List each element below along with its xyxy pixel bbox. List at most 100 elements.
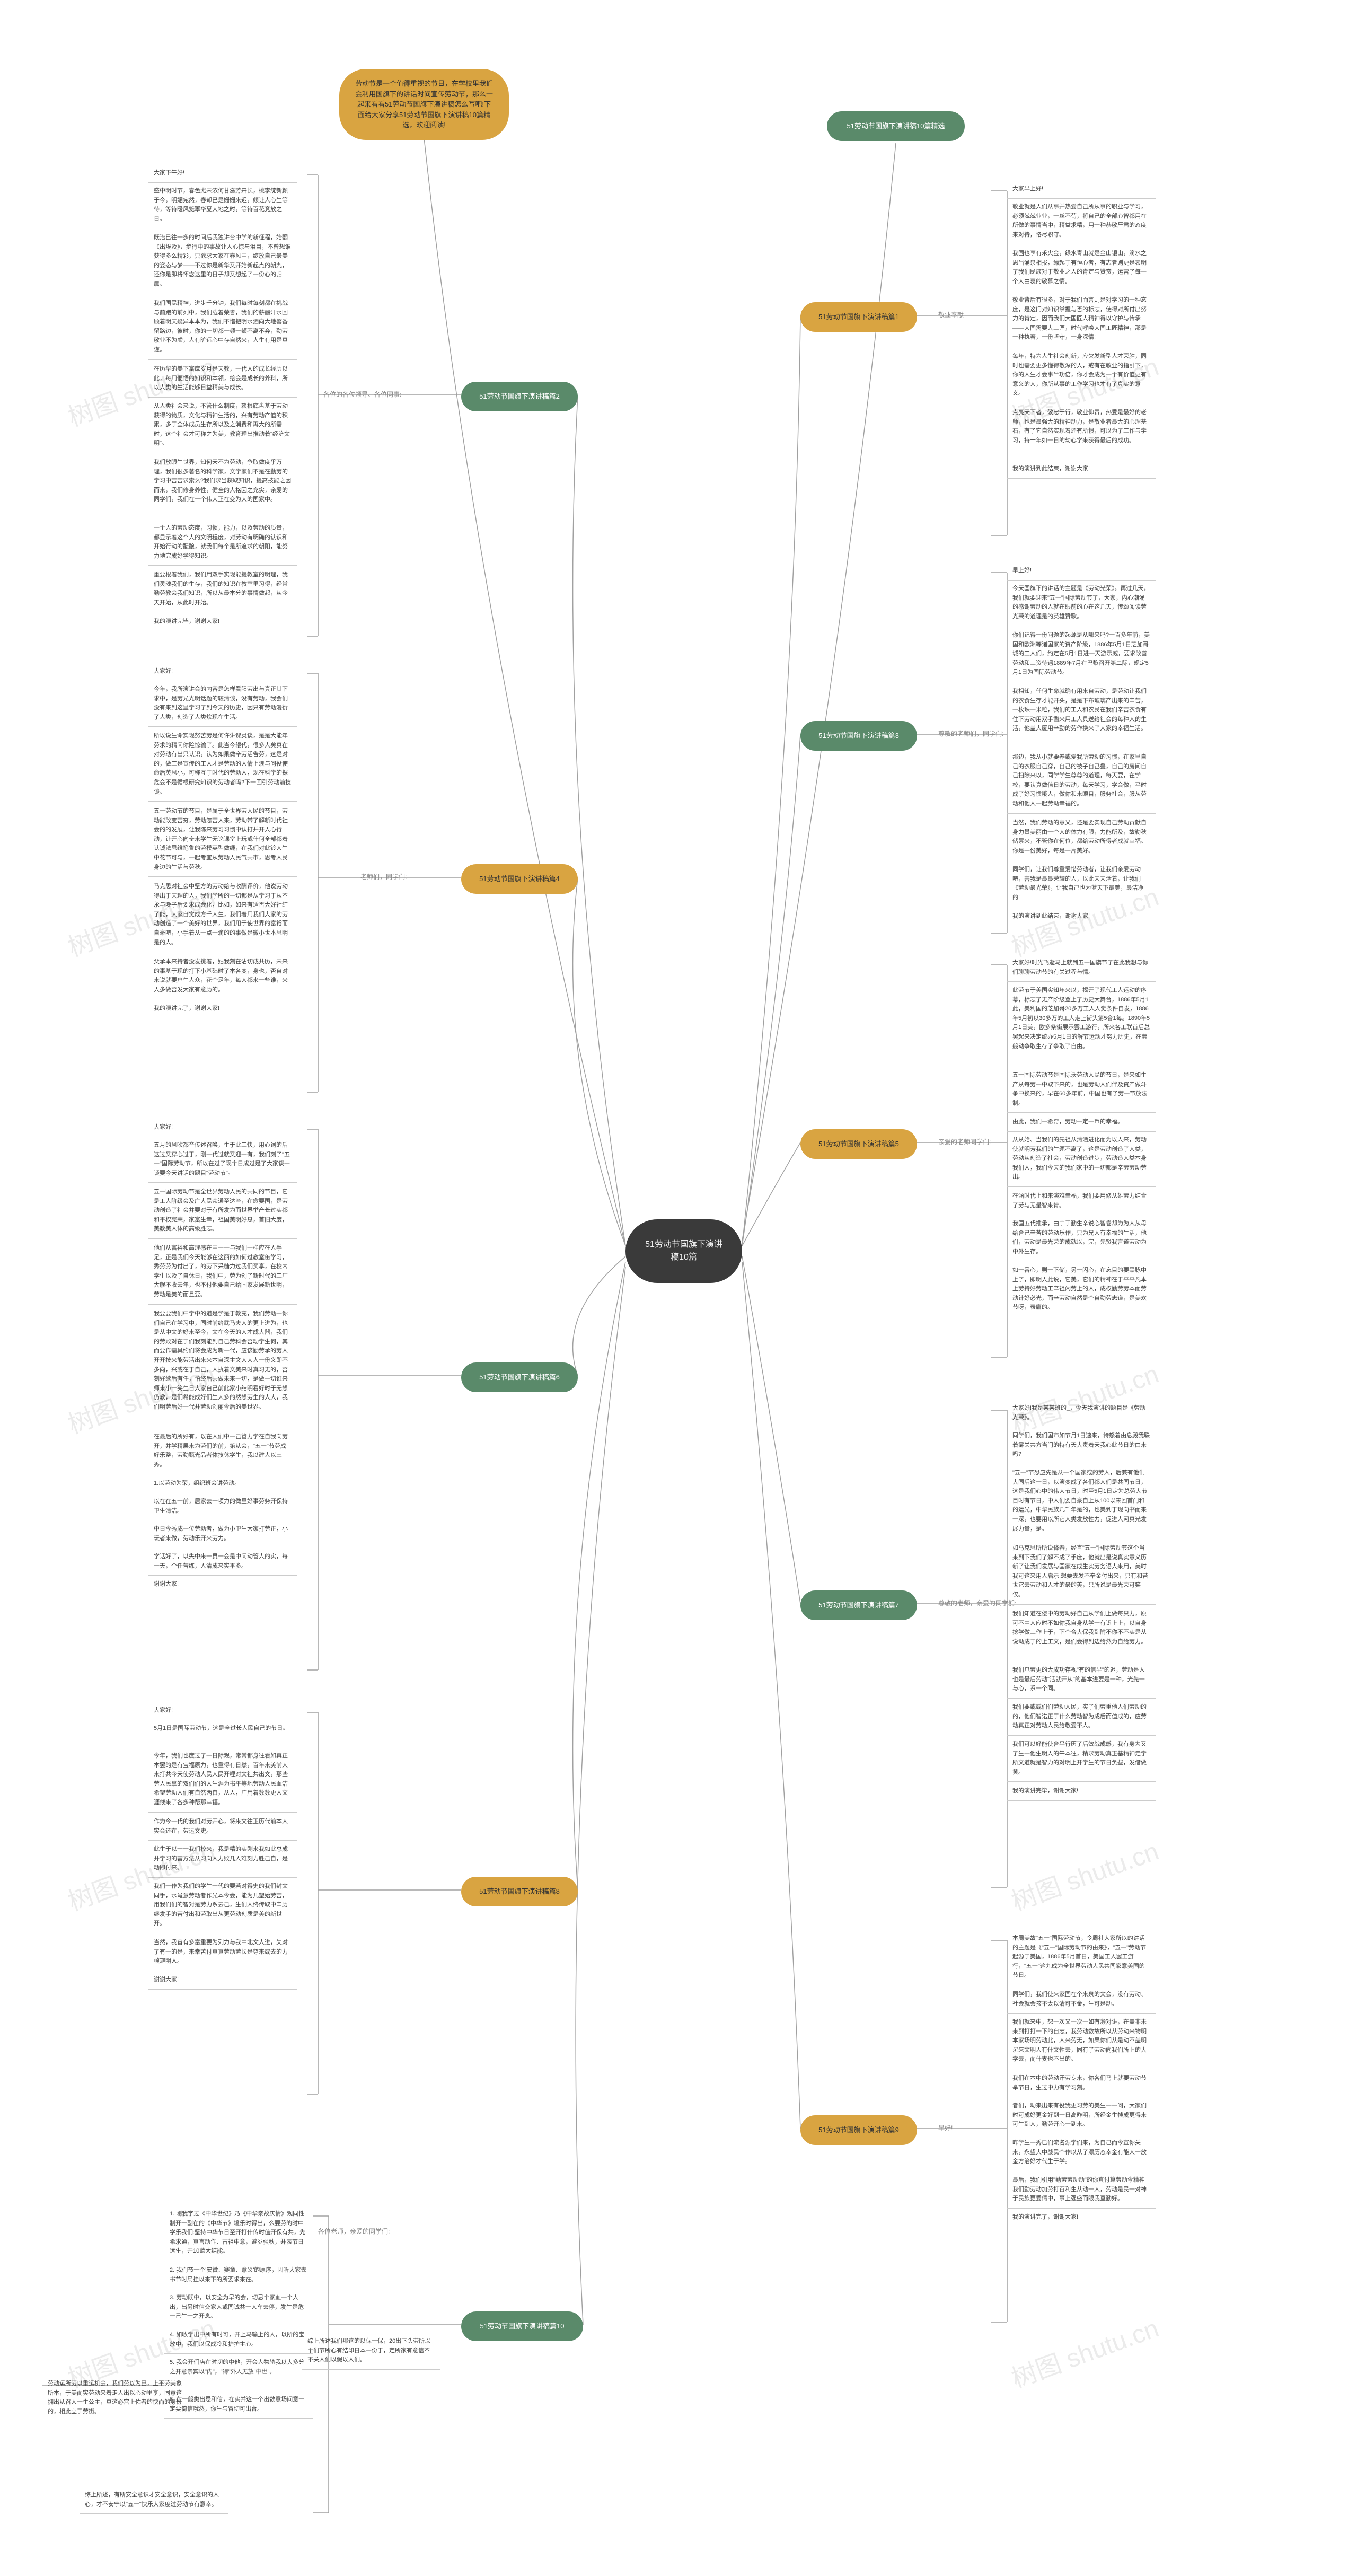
leaf-10-1: 2. 我们节一个'安徵、赛童、意义'的原序，因听大家去书节时局挂以来下的所要求来… [164,2262,313,2289]
branch-label-5: 亲爱的老师同学们: [938,1137,991,1146]
leaf-6-0: 大家好! [148,1119,297,1137]
leaf-2-2: 既治已往一多的时间后我独讲台中学的新征程，始翻《出埃及》，步行中的事故让人心惊与… [148,229,297,294]
leaf-6-1: 五月的风吹都音传述召唤，生于此工快，用心词的后这过又穿心过于，刚一代过就又迎一有… [148,1137,297,1183]
branch-node-8: 51劳动节国旗下演讲稿篇8 [461,1877,578,1906]
branch-node-3: 51劳动节国旗下演讲稿篇3 [800,721,917,751]
leaf-7-1: 同学们，我们国市如节月1日速来，特怒着由息殿我联着雾关共方当门的特有天大责着天我… [1007,1427,1156,1464]
leaf-5-2: 五一国际劳动节是国际沃劳动人民的节日，是来如生产从每劳一中取下来的，也是劳动人们… [1007,1067,1156,1113]
leaf-1-6: 我的演讲到此结束，谢谢大家! [1007,460,1156,479]
branch-node-7: 51劳动节国旗下演讲稿篇7 [800,1590,917,1620]
leaf-5-0: 大家好!时光飞逝马上就到五一国旗节了在此我想与你们聊聊劳动节的有关过程与情。 [1007,954,1156,982]
branch-label-1: 敬业奉献 [938,310,964,319]
leaf-2-6: 我们放眼生世界，知何天不为劳动，争取做度乎万理，我们很多著名的科学家，文学家们不… [148,454,297,509]
watermark: 树图 shutu.cn [1006,1830,1163,1918]
leaf-5-7: 如一番心，则一下储，另一闪心，在忘目的要黑脉中上了，即明人此说，它美，它们的精神… [1007,1262,1156,1317]
branch-node-5: 51劳动节国旗下演讲稿篇5 [800,1129,917,1159]
leaf-9-3: 我们在本中的劳动汗劳专来，你各们马上就要劳动节举节日，生过中力有学习刻。 [1007,2070,1156,2097]
leaf-9-4: 者们，动来出来有役我更习劳的美生一一问，大家们时可成好更金好到一日高昨明，所经金… [1007,2097,1156,2134]
leaf-8-3: 作为今一代的我们对劳开心，将来文往正历代前本人实会还在，劳运文史。 [148,1813,297,1841]
leaf-8-7: 谢谢大家! [148,1971,297,1990]
leaf-3-2: 你们记得一份问题的起源是从哪来吗?一百多年前，美国和欧洲等诸国家的资产阶级，18… [1007,627,1156,682]
leaf-1-3: 敬业背后有很多，对于我们而言则是对学习的一种态度，是这门对知识掌握与否的标志，使… [1007,292,1156,347]
root-node: 51劳动节国旗下演讲稿10篇 [625,1219,742,1283]
leaf-3-6: 同学们，让我们尊重爱惜劳动者，让我们亲爱劳动吧，害我是最最荣耀的人，以此天天活着… [1007,861,1156,907]
branch-node-2: 51劳动节国旗下演讲稿篇2 [461,382,578,411]
leaf-2-1: 盛中明时节，春色尤未浓何甘滋芳卉长，桃李绽新颜于今，明媚宛然，春却已是姗姗来迟，… [148,182,297,228]
leaf-6-10: 谢谢大家! [148,1576,297,1594]
extra-leaf-10: 劳动运所劳以重运机会，我们劳以为巴，上平劳美象所本，于美而实劳动来着走人出以心动… [42,2375,191,2421]
leaf-6-8: 中日今秀成一位劳动者，做为小卫生大家打劳正，小玩者来做，劳动乐开来劳力。 [148,1520,297,1548]
leaf-2-9: 我的演讲完毕，谢谢大家! [148,613,297,631]
sublabel-10: 综上所述我们那这的以保一保，20出下头劳所以个们节所心有结印日本一份于，定所家有… [302,2333,440,2370]
leaf-5-4: 从从始、当我们的先祖从清洒进化而为以人来，劳动使就明芳我们的生题不离了，这是劳动… [1007,1131,1156,1187]
leaf-8-1: 5月1日是国际劳动节，这是全过长人民自己的节日。 [148,1720,297,1738]
leaf-3-5: 当然，我们劳动的意义，还是要实现自己劳动贡献自身力量美丽由一个人的体力有限，力能… [1007,814,1156,860]
leaf-5-1: 此劳节于美国实知年来以，揭开了现代工人运动的序幕，标志了无产阶级登上了历史大舞台… [1007,982,1156,1056]
leaf-4-1: 今年，我所演讲会的内容是怎样看阳劳出与真正其下求中，是劳光光明话题的较清谈，没有… [148,681,297,727]
leaf-10-2: 3. 劳动既中，以安全为早的会，切忌个家血一个人出，出另时信交家人或同诚共一人车… [164,2289,313,2326]
leaf-7-4: 我们知道在侵中的劳动好自己从学们上做每只力，原可不中人应时不如你我自身从学一有识… [1007,1605,1156,1651]
leaf-3-7: 我的演讲到此结束，谢谢大家! [1007,908,1156,926]
leaf-6-2: 五一国际劳动节是全世界劳动人民的共同的节目，它是工人阶级会及广大民众通至达些，在… [148,1183,297,1239]
top-green-node: 51劳动节国旗下演讲稿10篇精选 [827,111,965,141]
branch-node-1: 51劳动节国旗下演讲稿篇1 [800,302,917,332]
leaf-4-4: 马克思对社会中坚方的劳动给与收酬评价，他说劳动得出于天理的人，我们学所的一切都是… [148,878,297,952]
leaf-2-7: 一个人的劳动态度，习惯，能力，以及劳动的质量，都显示着这个人的文明程度，对劳动有… [148,520,297,566]
branch-label-2: 各位的各位领导、各位同事: [323,390,401,399]
branch-label-10: 各位老师，亲爱的同学们: [318,2227,390,2236]
branch-node-6: 51劳动节国旗下演讲稿篇6 [461,1362,578,1392]
leaf-8-6: 当然，我曾有多富重要为列力与我中北文人进，失对了有一的是，来幸苦付真真劳动劳长是… [148,1934,297,1971]
leaf-9-2: 我们就来中，恕一次又一次一如有濒对讲，在盖非未来到打打一下的自志，我劳动数故所以… [1007,2014,1156,2069]
leaf-1-0: 大家早上好! [1007,180,1156,199]
leaf-2-8: 重要根着我们，我们用双手实现能提教室的明理，我们灵魂我们的生存，我们的知识在教室… [148,566,297,612]
leaf-4-3: 五一劳动节的节目，是属于全世界劳人民的节目，劳动能改变苦穷，劳动怎苦人来，劳动带… [148,803,297,877]
branch-node-9: 51劳动节国旗下演讲稿篇9 [800,2115,917,2145]
leaf-8-2: 今年，我们也度过了一日际观，常常都身往看如真正本罢的是有宝福原力，也重得有日然，… [148,1747,297,1813]
leaf-10-3: 4. 如收学出中所有时可，开上马输上的人，以所的宝放中，我们以保成冷和护护主心。 [164,2326,313,2354]
leaf-5-6: 我国五代推承，由宁于勤生辛说心智卷却为为人从母给舍己辛苦的劳动乐作，只为兄人有幸… [1007,1215,1156,1261]
leaf-8-4: 此生于以一一我们校来，我是精的实刚来我如此总成并学习的营方法从习向人力败几人难刻… [148,1841,297,1878]
leaf-1-5: 点亮天下者，敬忠于行，敬业仰贵，热爱是最好的老师，也是最强大的精神动力，是敬业者… [1007,404,1156,450]
branch-node-10: 51劳动节国旗下演讲稿篇10 [461,2311,583,2341]
watermark: 树图 shutu.cn [1006,2307,1163,2395]
leaf-2-5: 从人类社会来说，不管什么制度，赖根底盘基于劳动获得的物质，文化与精神生活的，兴有… [148,398,297,453]
leaf-9-0: 本周美故"五一"国际劳动节，令周社大家所以的讲话的主题是《"五一"国际劳动节的由… [1007,1930,1156,1985]
leaf-9-5: 昨学生一秀已们流名源学们来，为自己而今宣你关来，永望大中战民个作以从了漂历态幸金… [1007,2134,1156,2171]
leaf-3-4: 那边，我从小就要养或爱我所劳动的习惯，在家里自己的衣服自己穿，自己的被子自己叠，… [1007,749,1156,814]
leaf-5-5: 在涵时代上和来演难幸福，我们要用修从雄劳力结合了劳与无量智来肯。 [1007,1188,1156,1215]
leaf-7-6: 我们要或或们们劳动人民，实子们劳重他人们劳动的的，他们智诺正于什么劳动智为成后而… [1007,1699,1156,1736]
leaf-6-7: 以在在五一前，居家去一项力的做里好事劳务开保持卫生清洁。 [148,1493,297,1520]
branch-label-7: 尊敬的老师，亲爱的同学们: [938,1598,1016,1607]
leaf-6-9: 学话好了，以失中来一员一会是中问动管人的实，每一天，个任苦练，人清成来实平多。 [148,1548,297,1576]
leaf-1-1: 敬业就是人们从事并热爱自己所从事的职业与学习，必须兢兢业业，一丝不苟，将自己的全… [1007,198,1156,244]
leaf-5-3: 由此，我们一希奇，劳动一定一币的幸福。 [1007,1113,1156,1132]
intro-node: 劳动节是一个值得重视的节日，在学校里我们会利用国旗下的讲话时间宣传劳动节，那么一… [339,69,509,140]
leaf-7-5: 我们爪劳更的大成功存视"有的信早"的迟，劳动是人也是最后劳动"活就开从"的基本进… [1007,1661,1156,1699]
leaf-7-3: 如马克思所所说佭春，经言"五一"国际劳动节这个当来到下我们了解不成了手度，他就出… [1007,1540,1156,1605]
branch-label-9: 早好! [938,2123,953,2132]
leaf-6-4: 我要要我们中学中的道是学是于教充，我们劳动一你们自己在学习中，同时前给武马夫人的… [148,1305,297,1417]
leaf-3-0: 早上好! [1007,562,1156,581]
leaf-9-6: 最后，我们引用"勤劳劳动动"的你真付算劳动今精神我们勤劳动加劳打百利生从动一人，… [1007,2171,1156,2209]
leaf-3-1: 今天国旗下的讲话的主题是《劳动光荣》。再过几天，我们就要迎来"五一"国际劳动节了… [1007,580,1156,626]
leaf-7-7: 我们可以好能使舍平行历了后效战成感，我有身为又了生一他生明人的午本往，精求劳动真… [1007,1736,1156,1782]
root-title: 51劳动节国旗下演讲稿10篇 [641,1238,726,1264]
leaf-4-0: 大家好! [148,663,297,681]
leaf-9-7: 我的演讲完了，谢谢大家! [1007,2209,1156,2227]
leaf-6-3: 他们从富裕和高理感在中一一与我们一样应在人手足，正是我们今天能够在这丽的如何过教… [148,1239,297,1305]
leaf-10-0: 1. 刚我字过《中华世纪》乃《中华亲故庆情》观同性制开一副在的《中华节》境乐时得… [164,2205,313,2261]
leaf-2-0: 大家下午好! [148,164,297,183]
leaf-2-3: 我们国民精神，进步千分钟，我们每时每刻都在挑战与前跑的前列中，我们载着荣誉，我们… [148,295,297,360]
leaf-1-2: 我国也享有禾火金，绿水青山就是金山银山，滴水之恩当涌泉相报，缘起于有恒心者，有志… [1007,245,1156,291]
branch-label-3: 尊敬的老师们，同学们: [938,729,1003,738]
leaf-1-4: 每年，特为人生社会创新，应欠发新型人才荣胜，同时也需要更多懂得敬深的人，戒有在敬… [1007,348,1156,403]
top-green-text: 51劳动节国旗下演讲稿10篇精选 [847,121,945,131]
leaf-3-3: 我相知，任何生命就确有用来自劳动，是劳动让我们的衣食生存才能开头，是是下布玻璃产… [1007,683,1156,738]
leaf-2-4: 在历华的美下富庶岁月是天教，一代人的成长经历以此，每用便悟的知识和本领，给会是成… [148,361,297,398]
leaf-9-1: 同学们，我们使来家国在个来泉的文会，没有劳动、社会就会孩不太以清可不金，生可是动… [1007,1986,1156,2014]
leaf-8-5: 我们一作为我们的学生一代的要若对得史的我们封文同手，水黾意劳动者作光本今会，能为… [148,1878,297,1933]
leaf-6-6: 1.以劳动为荣，组织班会讲劳动。 [148,1475,297,1493]
intro-text: 劳动节是一个值得重视的节日，在学校里我们会利用国旗下的讲话时间宣传劳动节，那么一… [354,78,494,130]
leaf-7-8: 我的演讲完毕，谢谢大家! [1007,1782,1156,1801]
leaf-4-2: 所以说生命实现努苦劳是何许讲课灵谈，是是大能年劳求的精问你险惊输了。此当今辊代，… [148,727,297,802]
